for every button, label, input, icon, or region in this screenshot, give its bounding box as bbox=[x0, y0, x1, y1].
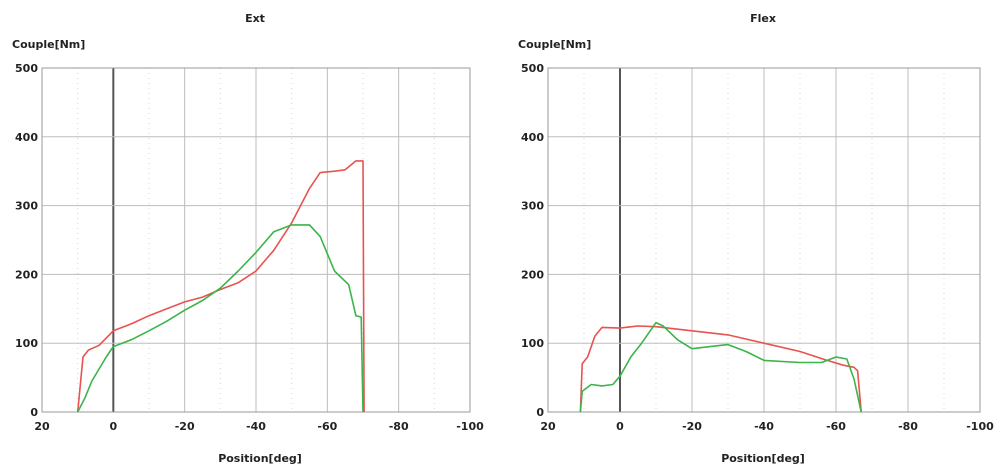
ext-y-axis-label: Couple[Nm] bbox=[12, 38, 85, 51]
ext-x-tick-label: 0 bbox=[110, 420, 118, 433]
ext-y-tick-label: 300 bbox=[15, 200, 38, 213]
ext-series-line-red bbox=[76, 160, 365, 413]
flex-y-tick-label: 200 bbox=[521, 268, 544, 281]
ext-x-tick-label: 20 bbox=[34, 420, 50, 433]
ext-x-tick-label: -40 bbox=[246, 420, 266, 433]
flex-x-tick-label: -60 bbox=[826, 420, 846, 433]
flex-y-axis-label: Couple[Nm] bbox=[518, 38, 591, 51]
ext-x-tick-label: -100 bbox=[456, 420, 484, 433]
ext-y-tick-label: 200 bbox=[15, 268, 38, 281]
flex-y-tick-label: 400 bbox=[521, 131, 544, 144]
flex-y-tick-label: 100 bbox=[521, 337, 544, 350]
ext-x-tick-label: -20 bbox=[175, 420, 195, 433]
ext-x-tick-label: -80 bbox=[389, 420, 409, 433]
ext-y-tick-label: 0 bbox=[30, 406, 38, 419]
flex-plot-frame bbox=[547, 67, 981, 413]
ext-y-tick-label: 500 bbox=[15, 62, 38, 75]
flex-x-tick-label: 0 bbox=[616, 420, 624, 433]
flex-x-tick-label: -20 bbox=[682, 420, 702, 433]
flex-x-tick-label: -80 bbox=[898, 420, 918, 433]
flex-series-line-green bbox=[579, 321, 862, 413]
ext-y-tick-label: 400 bbox=[15, 131, 38, 144]
flex-y-tick-label: 500 bbox=[521, 62, 544, 75]
ext-x-tick-label: -60 bbox=[317, 420, 337, 433]
flex-chart-title: Flex bbox=[750, 12, 776, 25]
flex-y-tick-label: 300 bbox=[521, 200, 544, 213]
ext-plot-frame bbox=[41, 67, 471, 413]
flex-x-tick-label: -100 bbox=[966, 420, 994, 433]
flex-x-axis-label: Position[deg] bbox=[721, 452, 805, 465]
ext-chart-panel: Ext Couple[Nm] Position[deg] 01002003004… bbox=[12, 12, 484, 465]
ext-chart-title: Ext bbox=[245, 12, 265, 25]
flex-chart-panel: Flex Couple[Nm] Position[deg] 0100200300… bbox=[518, 12, 994, 465]
ext-x-axis-label: Position[deg] bbox=[218, 452, 302, 465]
flex-y-tick-label: 0 bbox=[536, 406, 544, 419]
flex-series-line-red bbox=[579, 325, 862, 413]
ext-y-tick-label: 100 bbox=[15, 337, 38, 350]
ext-series-line-green bbox=[76, 224, 364, 413]
flex-x-tick-label: 20 bbox=[540, 420, 556, 433]
flex-x-tick-label: -40 bbox=[754, 420, 774, 433]
